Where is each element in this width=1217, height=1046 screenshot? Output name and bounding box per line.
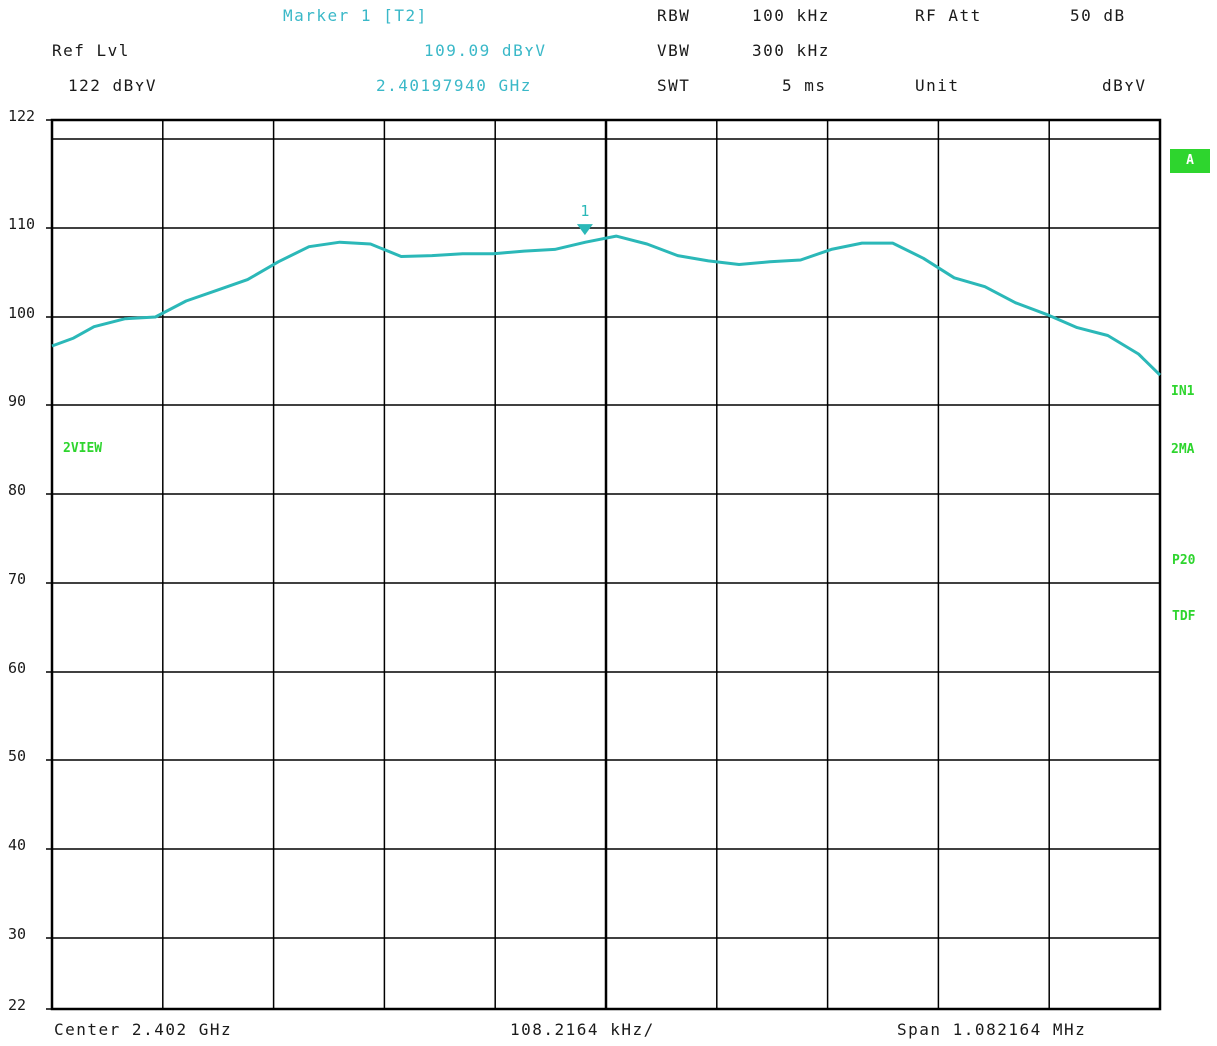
- rf-att-label: RF Att: [915, 6, 982, 25]
- vbw-value: 300 kHz: [752, 41, 830, 60]
- frequency-per-division: 108.2164 kHz/: [510, 1020, 655, 1039]
- swt-label: SWT: [657, 76, 691, 95]
- trace-line: [51, 234, 1162, 377]
- rbw-value: 100 kHz: [752, 6, 830, 25]
- input-annotation: IN1: [1171, 384, 1195, 399]
- plot-frame: [50, 118, 1162, 1011]
- unit-value: dBʏV: [1102, 76, 1147, 95]
- y-tick-label: 110: [8, 215, 36, 233]
- trace-layer: [51, 234, 1162, 377]
- y-tick-label: 22: [8, 996, 27, 1014]
- marker-layer: 1: [576, 202, 593, 236]
- rbw-label: RBW: [657, 6, 691, 25]
- y-tick-label: 50: [8, 747, 27, 765]
- marker-frequency: 2.40197940 GHz: [376, 76, 532, 95]
- y-tick-label: 40: [8, 836, 27, 854]
- unit-label: Unit: [915, 76, 960, 95]
- y-tick-label: 80: [8, 481, 27, 499]
- y-tick-label: 70: [8, 570, 27, 588]
- y-tick-label: 90: [8, 392, 27, 410]
- swt-value: 5 ms: [782, 76, 827, 95]
- frequency-span: Span 1.082164 MHz: [897, 1020, 1087, 1039]
- center-frequency: Center 2.402 GHz: [54, 1020, 233, 1039]
- y-tick-label: 100: [8, 304, 36, 322]
- preamp-annotation: P20: [1172, 553, 1196, 568]
- y-tick-label: 60: [8, 659, 27, 677]
- marker-level: 109.09 dBʏV: [424, 41, 547, 60]
- rf-att-value: 50 dB: [1070, 6, 1126, 25]
- max-hold-annotation: 2MA: [1171, 442, 1195, 457]
- trace-a-badge: A: [1170, 149, 1210, 173]
- view-annotation: 2VIEW: [63, 441, 103, 456]
- transducer-annotation: TDF: [1172, 609, 1196, 624]
- y-tick-label: 122: [8, 107, 36, 125]
- vbw-label: VBW: [657, 41, 691, 60]
- marker-label: 1: [580, 202, 589, 220]
- y-tick-label: 30: [8, 925, 27, 943]
- ref-level-value: 122 dBʏV: [68, 76, 158, 95]
- ref-level-label: Ref Lvl: [52, 41, 130, 60]
- marker-triangle: [576, 224, 593, 236]
- marker-title: Marker 1 [T2]: [283, 6, 428, 25]
- grid: [46, 118, 1162, 1011]
